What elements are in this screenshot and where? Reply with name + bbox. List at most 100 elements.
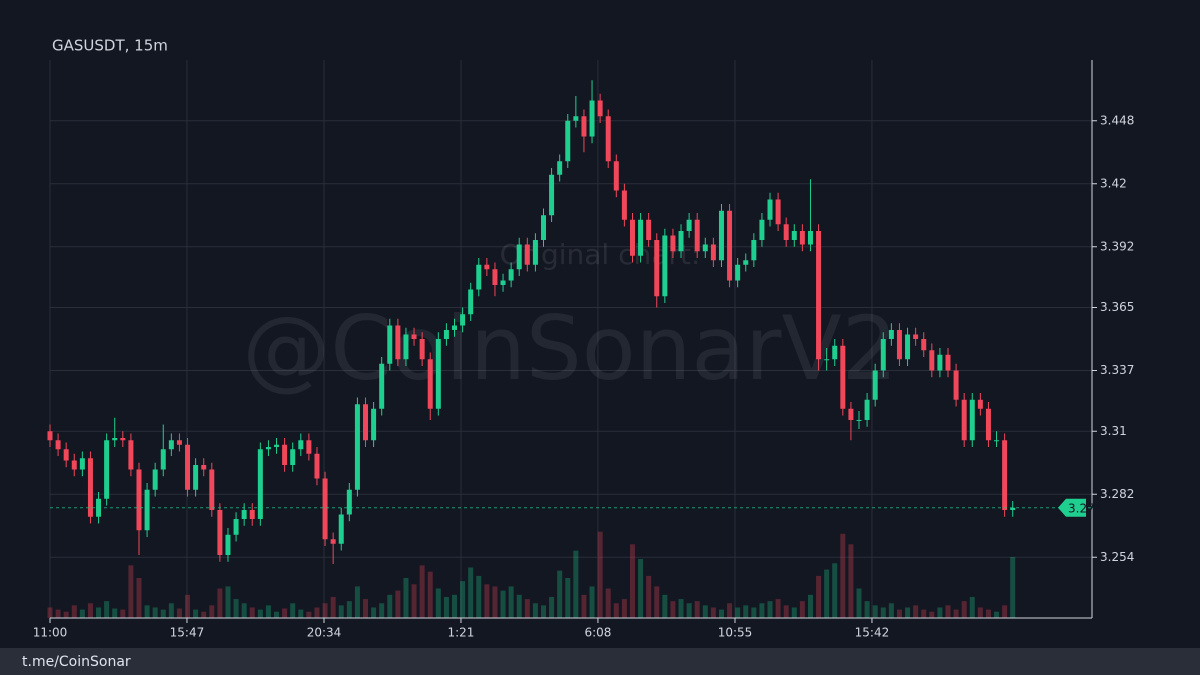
volume-bar [597, 531, 603, 618]
volume-bar [621, 599, 627, 618]
volume-bar [120, 609, 126, 618]
candle-body [47, 431, 53, 441]
volume-bar [694, 601, 700, 618]
candle-body [816, 231, 822, 360]
candle-body [354, 404, 360, 490]
volume-bar [977, 607, 983, 618]
volume-bar [338, 605, 344, 618]
volume-bar [241, 603, 247, 618]
candle-body [791, 231, 797, 240]
volume-bar [63, 611, 69, 618]
x-tick-label: 10:55 [718, 626, 753, 640]
y-tick-label: 3.365 [1100, 300, 1134, 314]
x-tick-label: 1:21 [447, 626, 474, 640]
volume-bar [532, 603, 538, 618]
volume-bar [767, 601, 773, 618]
candle-body [573, 116, 579, 121]
candle-body [540, 215, 546, 240]
volume-bar [783, 605, 789, 618]
volume-bar [557, 570, 563, 618]
volume-bar [807, 594, 813, 618]
candle-body [201, 465, 207, 470]
volume-bar [217, 588, 223, 618]
candle-body [460, 314, 466, 326]
volume-bar [371, 607, 377, 618]
volume-bar [452, 594, 458, 618]
volume-bar [702, 605, 708, 618]
volume-bar [185, 594, 191, 618]
volume-bar [799, 601, 805, 618]
candle-body [807, 231, 813, 245]
candle-body [557, 161, 563, 175]
volume-bar [549, 596, 555, 618]
volume-bar [1002, 605, 1008, 618]
candle-body [759, 219, 765, 240]
candle-body [872, 370, 878, 400]
volume-bar [678, 599, 684, 618]
volume-bar [476, 575, 482, 618]
candle-body [880, 339, 886, 371]
volume-bar [443, 596, 449, 618]
volume-bar [921, 609, 927, 618]
volume-bar [905, 607, 911, 618]
candle-body [549, 174, 555, 216]
volume-bar [775, 599, 781, 618]
volume-bar [985, 609, 991, 618]
candle-body [290, 449, 296, 465]
volume-bar [816, 575, 822, 618]
volume-bar [751, 607, 757, 618]
candle-body [824, 359, 830, 361]
candle-body [694, 219, 700, 252]
volume-bar [994, 611, 1000, 618]
volume-bar [613, 603, 619, 618]
volume-bar [880, 607, 886, 618]
candle-body [678, 231, 684, 252]
volume-bar [419, 565, 425, 618]
volume-bar [929, 611, 935, 618]
volume-bar [888, 603, 894, 618]
candle-body [727, 210, 733, 281]
candle-body [274, 444, 280, 447]
volume-bar [128, 565, 134, 618]
candle-body [848, 408, 854, 420]
volume-bar [540, 605, 546, 618]
volume-bar [629, 544, 635, 618]
candle-body [735, 264, 741, 281]
volume-bar [71, 605, 77, 618]
volume-bar [638, 559, 644, 618]
volume-bar [961, 601, 967, 618]
candle-body [484, 264, 490, 270]
candle-body [508, 269, 514, 281]
volume-bar [945, 605, 951, 618]
volume-bar [160, 609, 166, 618]
y-tick-label: 3.31 [1100, 424, 1127, 438]
candle-body [621, 190, 627, 220]
volume-bar [524, 599, 530, 618]
volume-bar [1010, 556, 1016, 618]
volume-bar [743, 605, 749, 618]
volume-bar [79, 609, 85, 618]
candle-body [492, 269, 498, 285]
candle-body [363, 404, 369, 441]
candle-body [395, 325, 401, 360]
volume-bar [47, 607, 53, 618]
volume-bar [193, 609, 199, 618]
candle-body [905, 334, 911, 360]
volume-bar [168, 603, 174, 618]
volume-bar [298, 609, 304, 618]
volume-bar [484, 584, 490, 618]
candle-body [516, 244, 522, 270]
candle-body [152, 469, 158, 490]
volume-bar [589, 586, 595, 618]
volume-bar [395, 590, 401, 618]
volume-bar [209, 605, 215, 618]
candle-body [670, 235, 676, 252]
volume-bar [379, 603, 385, 618]
volume-bar [710, 607, 716, 618]
volume-bar [896, 609, 902, 618]
candle-body [435, 339, 441, 409]
volume-bar [403, 578, 409, 618]
candle-body [87, 458, 93, 517]
candle-body [702, 244, 708, 252]
